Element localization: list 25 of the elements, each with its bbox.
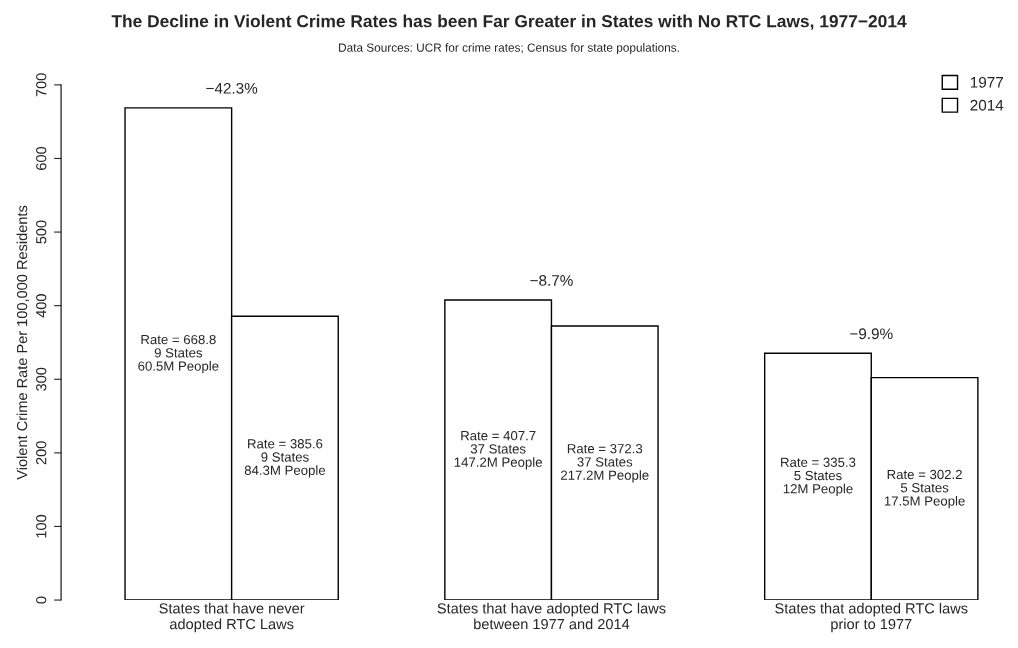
y-tick-label: 0 [36, 596, 47, 604]
legend-label: 2014 [970, 99, 1004, 111]
x-tick-label: States that have adopted RTC laws between 1977 and 2014 [437, 602, 666, 630]
y-tick-label: 600 [36, 146, 47, 170]
chart-title: The Decline in Violent Crime Rates has been Far Greater in States with No RTC Laws, 1977−2014 [111, 14, 907, 30]
annotation: −9.9% [850, 328, 893, 340]
annotation: −8.7% [530, 275, 573, 286]
data-label: Rate = 668.8 9 States 60.5M People [138, 334, 219, 374]
y-tick-label: 700 [36, 73, 47, 97]
annotation: −42.3% [206, 82, 258, 94]
legend-label: 1977 [970, 76, 1003, 88]
y-tick-label: 300 [36, 367, 47, 391]
data-label: Rate = 302.2 5 States 17.5M People [884, 469, 965, 509]
chart-subtitle: Data Sources: UCR for crime rates; Census for state populations. [339, 43, 679, 55]
y-tick-label: 200 [36, 441, 47, 465]
data-label: Rate = 407.7 37 States 147.2M People [454, 430, 542, 470]
x-tick-label: States that adopted RTC laws prior to 1977 [775, 602, 968, 633]
y-tick-label: 100 [36, 514, 47, 538]
x-tick-label: States that have never adopted RTC Laws [159, 602, 305, 633]
data-label: Rate = 385.6 9 States 84.3M People [244, 439, 326, 478]
y-tick-label: 400 [36, 294, 47, 318]
data-label: Rate = 372.3 37 States 217.2M People [561, 443, 649, 483]
y-tick-label: 500 [36, 220, 47, 244]
y-axis-title: Violent Crime Rate Per 100,000 Residents [16, 205, 29, 480]
data-label: Rate = 335.3 5 States 12M People [781, 457, 856, 497]
